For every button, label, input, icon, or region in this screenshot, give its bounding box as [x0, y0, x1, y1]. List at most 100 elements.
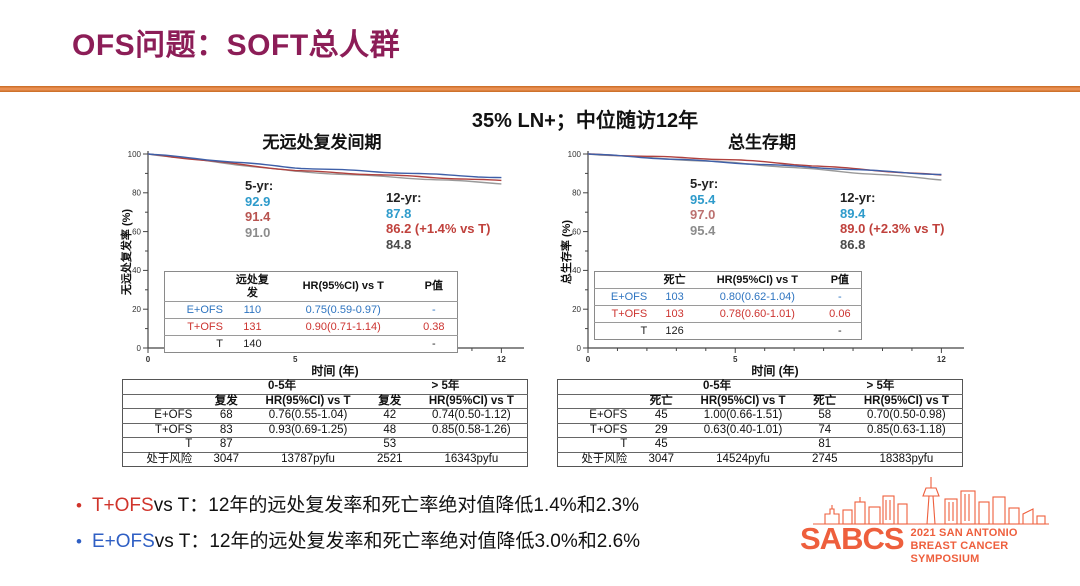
annotation-value: 89.4 — [840, 205, 866, 221]
table-cell — [416, 438, 528, 453]
table-cell — [558, 380, 636, 395]
logo-abbr: SABCS — [800, 521, 905, 556]
table-cell: 13787pyfu — [281, 452, 335, 465]
table-cell: 103 — [665, 290, 684, 303]
table-cell: 0.38 — [423, 320, 445, 333]
annotation-12yr: 12-yr: 89.4 89.0 (+2.3% vs T) 86.8 — [840, 190, 944, 252]
table-row: T+OFS 83 0.93(0.69-1.25) 48 0.85(0.58-1.26) — [122, 423, 528, 438]
table-header-cell: HR(95%CI) vs T — [265, 394, 351, 407]
table-cell: 48 — [383, 423, 397, 436]
table-header-cell: HR(95%CI) vs T — [716, 273, 798, 286]
table-cell: 3047 — [648, 452, 675, 465]
annotation-12yr: 12-yr: 87.8 86.2 (+1.4% vs T) 84.8 — [386, 190, 490, 252]
table-cell: 0.75(0.59-0.97) — [305, 303, 381, 316]
table-cell: 126 — [665, 324, 684, 337]
bullet-line: • E+OFS vs T：12年的远处复发率和死亡率绝对值降低3.0%和2.6% — [76, 526, 640, 553]
table-row: T 140 - — [164, 335, 458, 353]
skyline-graphic — [813, 477, 1049, 525]
table-header-cell: 死亡 — [663, 273, 686, 286]
annotation-5yr: 5-yr: 95.4 97.0 95.4 — [690, 176, 718, 238]
table-header-cell — [123, 394, 201, 409]
table-cell: 103 — [665, 307, 684, 320]
table-row: E+OFS 45 1.00(0.66-1.51) 58 0.70(0.50-0.98) — [557, 408, 963, 424]
curve-e-ofs — [587, 153, 942, 176]
table-cell: T+OFS — [154, 423, 193, 436]
annotation-label: 12-yr: — [840, 190, 876, 205]
chart-title: 无远处复发间期 — [262, 133, 382, 152]
table-header-cell: HR(95%CI) vs T — [302, 280, 384, 292]
x-tick-label: 12 — [937, 355, 946, 364]
table-row: E+OFS 110 0.75(0.59-0.97) - — [164, 301, 458, 319]
annotation-value: 92.9 — [245, 193, 271, 209]
inset-table-os: 死亡 HR(95%CI) vs T P值 E+OFS 103 0.80(0.62-1.04… — [594, 271, 862, 340]
table-cell: 45 — [654, 438, 668, 450]
inset-table-dri: 远处复发 HR(95%CI) vs T P值 E+OFS 110 0.75(0.59-0.… — [164, 271, 458, 353]
table-header-cell: P值 — [424, 280, 443, 292]
table-cell: T — [185, 438, 193, 450]
table-cell: 2745 — [812, 452, 838, 465]
table-cell: 0.63(0.40-1.01) — [703, 423, 783, 436]
y-tick-label: 60 — [132, 227, 141, 236]
annotation-value: 86.2 (+1.4% vs T) — [386, 221, 491, 236]
table-cell: - — [431, 337, 436, 350]
annotation-label: 12-yr: — [386, 190, 422, 205]
table-header-cell — [165, 272, 229, 302]
summary-bullets: • T+OFS vs T：12年的远处复发率和死亡率绝对值降低1.4%和2.3% •… — [76, 490, 640, 562]
table-cell: 16343pyfu — [444, 452, 499, 465]
table-cell: 83 — [219, 423, 233, 436]
table-header-cell — [558, 394, 636, 409]
table-cell: 0.06 — [829, 307, 851, 320]
bullet-line: • T+OFS vs T：12年的远处复发率和死亡率绝对值降低1.4%和2.3% — [76, 490, 640, 517]
bullet-icon: • — [76, 496, 82, 515]
logo-line2: BREAST CANCER SYMPOSIUM — [910, 540, 1009, 565]
table-cell: 1.00(0.66-1.51) — [703, 409, 783, 421]
table-cell: 处于风险 — [581, 452, 628, 465]
table-row: T 87 53 — [122, 437, 528, 453]
annotation-value: 91.0 — [245, 224, 271, 240]
table-group-header: > 5年 — [866, 380, 895, 392]
table-cell: 0.80(0.62-1.04) — [719, 290, 795, 303]
table-cell — [123, 380, 201, 395]
table-cell: T+OFS — [611, 307, 648, 320]
table-cell: 29 — [654, 423, 668, 436]
table-cell: E+OFS — [154, 409, 193, 421]
table-cell: 110 — [243, 303, 262, 316]
inset-table: 远处复发 HR(95%CI) vs T P值 E+OFS 110 0.75(0.59-0.… — [164, 271, 458, 353]
page-title: OFS问题：SOFT总人群 — [72, 29, 401, 62]
table-header-cell: HR(95%CI) vs T — [428, 394, 514, 407]
annotation-value: 89.0 (+2.3% vs T) — [840, 221, 945, 236]
chart-title: 总生存期 — [728, 133, 796, 152]
bullet-text: vs T：12年的远处复发率和死亡率绝对值降低1.4%和2.3% — [153, 495, 640, 516]
y-tick-label: 0 — [137, 344, 142, 353]
table-header-cell: P值 — [830, 273, 850, 286]
table-group-header: 0-5年 — [268, 380, 297, 392]
table-cell: 45 — [654, 409, 668, 421]
table-row: T 45 81 — [557, 437, 963, 453]
y-tick-label: 100 — [128, 150, 142, 159]
table-cell: T — [216, 337, 223, 350]
y-tick-label: 20 — [132, 305, 141, 314]
table-cell — [851, 438, 963, 453]
table-row: T+OFS 29 0.63(0.40-1.01) 74 0.85(0.63-1.18) — [557, 423, 963, 438]
table-cell: E+OFS — [610, 290, 648, 303]
y-tick-label: 40 — [132, 266, 141, 275]
annotation-value: 86.8 — [840, 236, 866, 252]
slide-subtitle: 35% LN+；中位随访12年 — [471, 110, 699, 132]
table-cell: 0.76(0.55-1.04) — [268, 409, 348, 421]
x-tick-label: 0 — [146, 355, 151, 364]
annotation-value: 95.4 — [690, 222, 716, 238]
annotation-value: 95.4 — [690, 191, 716, 207]
table-group-header: > 5年 — [431, 380, 460, 392]
table-header-cell: 死亡 — [649, 394, 673, 407]
table-header-cell: HR(95%CI) vs T — [700, 394, 786, 407]
bullet-text: vs T：12年的远处复发率和死亡率绝对值降低3.0%和2.6% — [154, 531, 641, 552]
table-cell: 0.78(0.60-1.01) — [719, 307, 795, 320]
y-tick-label: 80 — [572, 189, 581, 198]
table-cell: 0.85(0.58-1.26) — [432, 423, 511, 436]
table-cell: 131 — [243, 320, 262, 333]
inset-table: 死亡 HR(95%CI) vs T P值 E+OFS 103 0.80(0.62-1.04… — [594, 271, 862, 340]
curve-e-ofs — [147, 153, 502, 179]
table-cell: - — [431, 303, 436, 316]
annotation-value: 91.4 — [245, 209, 271, 224]
annotation-label: 5-yr: — [245, 178, 274, 193]
